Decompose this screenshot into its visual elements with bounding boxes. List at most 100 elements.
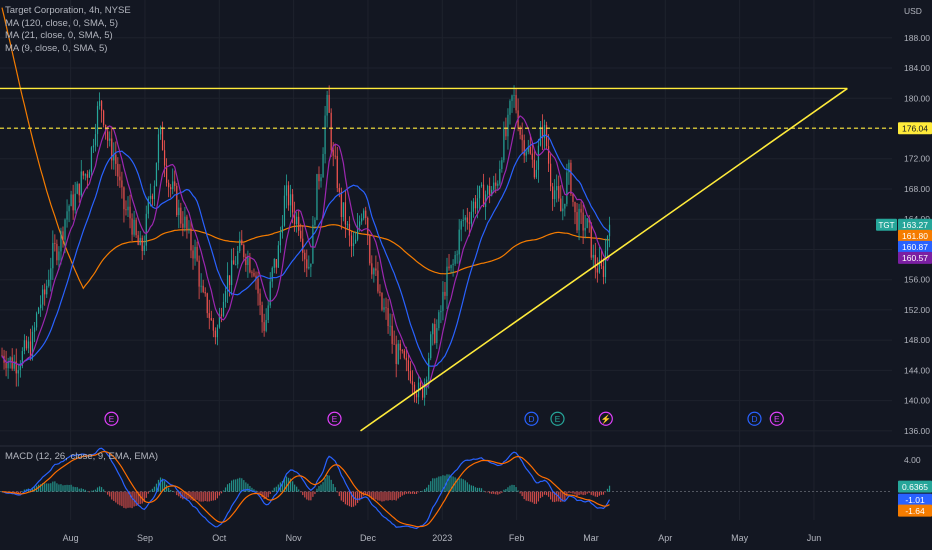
macd-hist-141 (287, 477, 290, 492)
macd-hist-170 (346, 491, 349, 506)
candle-body-3 (7, 361, 9, 369)
macd-hist-259 (527, 491, 529, 502)
candle-body-16 (33, 327, 36, 332)
macd-hist-182 (371, 491, 373, 500)
macd-hist-269 (547, 491, 550, 497)
marker-event-4[interactable]: ⚡ (598, 411, 613, 426)
candle-body-7 (15, 361, 17, 374)
marker-earnings-1[interactable]: E (327, 411, 342, 426)
macd-hist-229 (466, 482, 468, 492)
macd-hist-167 (340, 491, 342, 501)
candle-body-196 (399, 343, 401, 351)
macd-tick-0: 4.00 (904, 455, 921, 465)
macd-hist-287 (584, 491, 586, 495)
macd-hist-53 (109, 491, 111, 497)
support-trendline[interactable] (360, 87, 848, 432)
candle-body-172 (350, 235, 353, 247)
marker-split-3[interactable]: E (550, 411, 565, 426)
macd-hist-113 (231, 480, 233, 492)
legend-ma9[interactable]: MA (9, close, 0, SMA, 5) (5, 42, 108, 54)
macd-hist-192 (391, 491, 393, 501)
candle-body-124 (253, 273, 255, 276)
macd-hist-148 (302, 491, 304, 496)
macd-hist-134 (273, 487, 275, 492)
macd-hist-201 (409, 491, 412, 494)
macd-hist-72 (147, 491, 149, 494)
macd-hist-216 (440, 476, 442, 492)
macd-legend[interactable]: MACD (12, 26, close, 9, EMA, EMA) (5, 451, 159, 462)
candle-body-90 (184, 216, 186, 228)
macd-hist-61 (125, 491, 127, 509)
candle-body-227 (462, 220, 464, 222)
marker-dividend-5[interactable]: D (747, 411, 762, 426)
candle-body-158 (322, 153, 324, 178)
candle-body-288 (586, 218, 588, 228)
candle-body-211 (430, 334, 432, 359)
time-tick-7: Mar (583, 533, 599, 543)
candle-body-223 (454, 255, 456, 264)
macd-hist-247 (503, 489, 505, 492)
candle-body-33 (68, 206, 70, 212)
macd-hist-21 (44, 483, 46, 492)
macd-hist-212 (432, 478, 434, 492)
candle-body-164 (334, 155, 336, 157)
macd-hist-36 (74, 487, 76, 492)
macd-hist-147 (300, 491, 302, 493)
legend-ma120[interactable]: MA (120, close, 0, SMA, 5) (5, 17, 118, 29)
event-markers[interactable]: E E D E ⚡ D E (104, 411, 784, 426)
candle-body-99 (202, 285, 204, 292)
price-tick-10: 148.00 (904, 335, 930, 345)
marker-dividend-2[interactable]: D (524, 411, 539, 426)
candle-body-101 (206, 293, 208, 314)
macd-hist-242 (493, 491, 495, 494)
macd-hist-191 (389, 491, 391, 501)
candle-body-224 (456, 254, 458, 256)
marker-earnings-0[interactable]: E (104, 411, 119, 426)
price-tick-5: 168.00 (904, 184, 930, 194)
macd-hist-106 (216, 491, 219, 499)
macd-hist-109 (222, 490, 225, 492)
ma120-line (1, 7, 610, 290)
candle-body-135 (275, 259, 277, 268)
marker-label-5: D (751, 414, 757, 424)
price-badge-5 (898, 251, 932, 264)
candle-body-294 (598, 259, 600, 273)
candle-body-72 (147, 198, 149, 214)
candle-body-112 (228, 275, 231, 286)
macd-hist-111 (226, 484, 229, 492)
legend-ma21[interactable]: MA (21, close, 0, SMA, 5) (5, 30, 113, 41)
macd-hist-105 (214, 491, 216, 501)
macd-hist-223 (454, 477, 456, 492)
macd-hist-160 (326, 475, 328, 492)
candle-body-210 (428, 358, 430, 380)
macd-hist-195 (397, 491, 399, 499)
candle-body-98 (200, 285, 202, 287)
marker-label-0: E (109, 414, 115, 424)
candle-body-6 (13, 361, 15, 369)
drawing-annotations[interactable] (0, 87, 892, 432)
candle-body-266 (541, 126, 544, 139)
time-tick-0: Aug (63, 533, 79, 543)
candle-body-230 (468, 222, 470, 224)
candle-body-299 (608, 224, 611, 237)
macd-hist-251 (511, 484, 513, 492)
macd-hist-54 (111, 491, 113, 500)
candle-body-222 (452, 263, 454, 265)
macd-hist-199 (405, 491, 407, 494)
macd-hist-128 (261, 491, 263, 498)
candle-body-233 (474, 201, 477, 209)
macd-hist-258 (525, 491, 527, 501)
candle-body-53 (109, 138, 111, 141)
macd-hist-130 (265, 491, 267, 500)
marker-earnings-6[interactable]: E (769, 411, 784, 426)
candle-body-108 (220, 314, 223, 316)
candle-body-55 (113, 154, 115, 161)
macd-hist-239 (487, 491, 489, 493)
time-axis[interactable]: Aug Sep Oct Nov Dec 2023 Feb Mar Apr May Jun (63, 533, 822, 543)
macd-hist-40 (82, 488, 84, 492)
macd-hist-149 (304, 491, 306, 498)
candle-body-74 (151, 195, 153, 200)
macd-hist-213 (434, 478, 436, 492)
macd-hist-142 (289, 478, 292, 492)
